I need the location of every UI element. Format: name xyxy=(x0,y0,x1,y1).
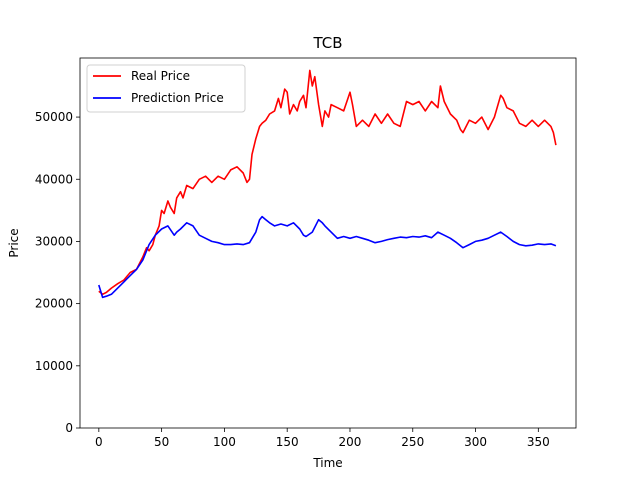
y-tick-label: 50000 xyxy=(35,110,73,124)
plot-frame xyxy=(79,57,577,429)
chart-title: TCB xyxy=(312,34,342,52)
legend: Real Price Prediction Price xyxy=(86,64,246,113)
plot-area xyxy=(80,58,576,428)
y-tick-label: 30000 xyxy=(35,234,73,248)
y-axis-ticks: 0 10000 20000 30000 40000 50000 xyxy=(35,110,80,435)
legend-box xyxy=(86,64,246,113)
y-tick-label: 20000 xyxy=(35,297,73,311)
x-tick-label: 150 xyxy=(276,435,299,449)
x-tick-label: 300 xyxy=(464,435,487,449)
series-layer xyxy=(98,69,557,299)
x-axis-ticks: 0 50 100 150 200 250 300 350 xyxy=(95,428,550,449)
x-tick-label: 200 xyxy=(339,435,362,449)
y-tick-label: 10000 xyxy=(35,359,73,373)
x-tick-label: 100 xyxy=(213,435,236,449)
series-line-real-price xyxy=(98,69,557,296)
legend-label-prediction-price: Prediction Price xyxy=(131,91,224,105)
x-tick-label: 350 xyxy=(527,435,550,449)
y-axis-label: Price xyxy=(7,228,21,257)
series-line-prediction-price xyxy=(98,215,557,299)
y-tick-label: 40000 xyxy=(35,172,73,186)
y-tick-label: 0 xyxy=(65,421,73,435)
x-axis-label: Time xyxy=(312,456,342,470)
legend-label-real-price: Real Price xyxy=(131,69,190,83)
x-tick-label: 50 xyxy=(154,435,169,449)
x-tick-label: 250 xyxy=(401,435,424,449)
x-tick-label: 0 xyxy=(95,435,103,449)
